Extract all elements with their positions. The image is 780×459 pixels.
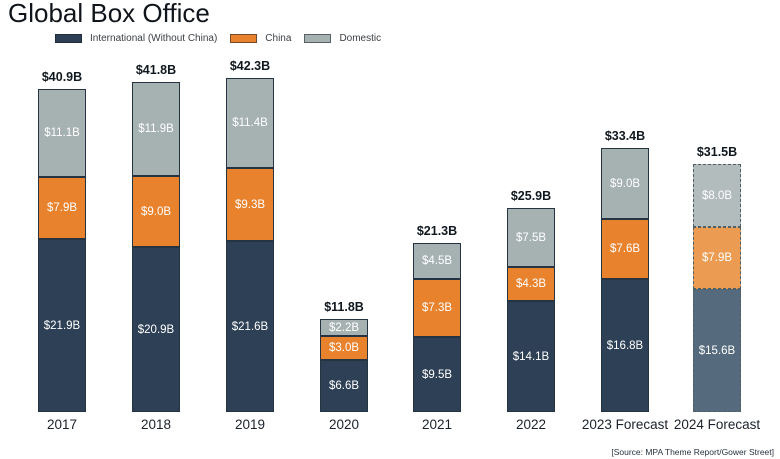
total-label-2023-forecast: $33.4B <box>604 129 646 143</box>
bar-segment-international-2017: $21.9B <box>38 239 86 412</box>
legend-label-international: International (Without China) <box>90 33 218 44</box>
bar-segment-china-2022: $4.3B <box>507 267 555 301</box>
bar-segment-international-2024-forecast: $15.6B <box>693 289 741 412</box>
bar-segment-domestic-2020: $2.2B <box>320 319 368 336</box>
category-label-2021: 2021 <box>421 417 453 432</box>
bar-segment-china-2017: $7.9B <box>38 177 86 239</box>
category-label-2022: 2022 <box>515 417 547 432</box>
bar-segment-domestic-2024-forecast: $8.0B <box>693 164 741 227</box>
bar-segment-china-2019: $9.3B <box>226 168 274 241</box>
total-label-2017: $40.9B <box>41 70 83 84</box>
bar-segment-domestic-2019: $11.4B <box>226 78 274 168</box>
category-label-2024-forecast: 2024 Forecast <box>673 417 761 432</box>
legend-swatch-domestic-icon <box>304 34 332 43</box>
bar-segment-china-2020: $3.0B <box>320 336 368 360</box>
legend-label-domestic: Domestic <box>339 33 382 44</box>
category-label-2023-forecast: 2023 Forecast <box>581 417 669 432</box>
category-label-2017: 2017 <box>46 417 78 432</box>
bar-segment-international-2023-forecast: $16.8B <box>601 279 649 412</box>
bar-segment-china-2023-forecast: $7.6B <box>601 219 649 279</box>
bar-segment-international-2018: $20.9B <box>132 247 180 412</box>
total-label-2024-forecast: $31.5B <box>696 145 738 159</box>
legend-item-china: China <box>230 33 291 44</box>
bar-segment-domestic-2017: $11.1B <box>38 89 86 177</box>
legend-swatch-international-icon <box>55 34 82 43</box>
legend-label-china: China <box>265 33 292 44</box>
bar-segment-domestic-2021: $4.5B <box>413 243 461 279</box>
total-label-2019: $42.3B <box>229 59 271 73</box>
bar-segment-china-2018: $9.0B <box>132 176 180 247</box>
bar-segment-domestic-2023-forecast: $9.0B <box>601 148 649 219</box>
bar-segment-domestic-2018: $11.9B <box>132 82 180 176</box>
total-label-2020: $11.8B <box>324 300 364 314</box>
category-label-2018: 2018 <box>140 417 172 432</box>
category-label-2019: 2019 <box>234 417 266 432</box>
source-note: [Source: MPA Theme Report/Gower Street] <box>611 447 774 457</box>
total-label-2021: $21.3B <box>416 224 458 238</box>
bar-segment-international-2019: $21.6B <box>226 241 274 412</box>
total-label-2022: $25.9B <box>510 189 552 203</box>
legend-item-international: International (Without China) <box>55 33 217 44</box>
chart-title: Global Box Office <box>8 0 210 28</box>
bar-segment-international-2021: $9.5B <box>413 337 461 412</box>
legend: International (Without China) China Dome… <box>55 33 381 44</box>
bar-segment-china-2021: $7.3B <box>413 279 461 337</box>
legend-swatch-china-icon <box>230 34 258 43</box>
bar-segment-china-2024-forecast: $7.9B <box>693 227 741 289</box>
total-label-2018: $41.8B <box>135 63 177 77</box>
bar-segment-international-2022: $14.1B <box>507 301 555 412</box>
category-label-2020: 2020 <box>328 417 360 432</box>
legend-item-domestic: Domestic <box>304 33 381 44</box>
bar-segment-international-2020: $6.6B <box>320 360 368 412</box>
bar-segment-domestic-2022: $7.5B <box>507 208 555 267</box>
